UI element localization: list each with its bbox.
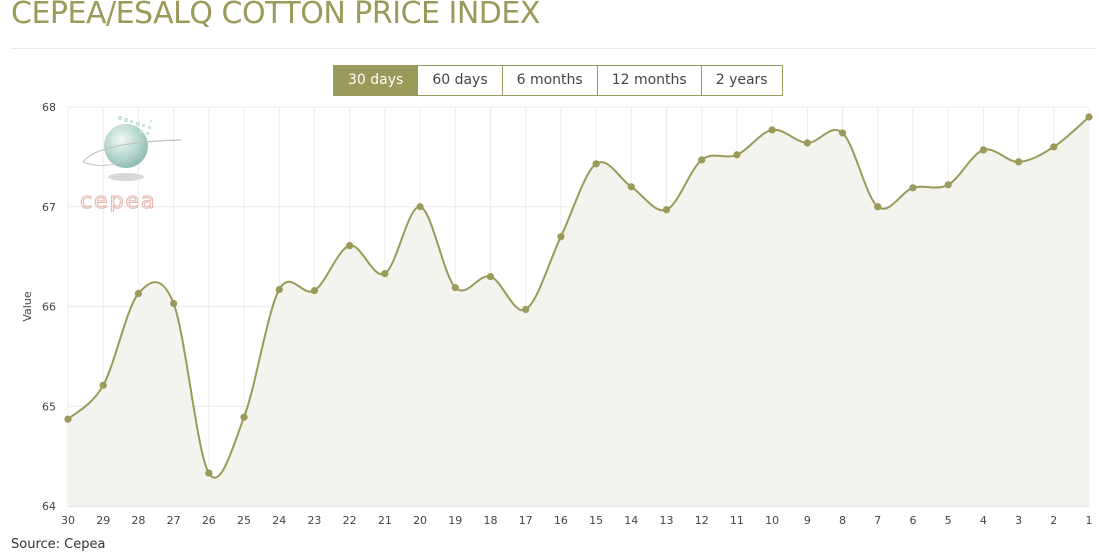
y-tick-label: 67 (42, 201, 56, 214)
x-tick-label: 25 (237, 514, 251, 527)
data-point (1050, 143, 1058, 151)
x-tick-label: 20 (413, 514, 427, 527)
x-tick-label: 30 (61, 514, 75, 527)
data-point (170, 299, 178, 308)
source-note: Source: Cepea (11, 537, 106, 552)
x-tick-label: 11 (730, 514, 744, 527)
data-point (522, 305, 530, 314)
data-point (240, 413, 248, 421)
x-tick-label: 7 (874, 514, 881, 527)
x-tick-label: 16 (554, 514, 568, 527)
x-tick-label: 13 (660, 514, 674, 527)
data-point (346, 242, 354, 250)
y-tick-label: 64 (42, 500, 56, 513)
data-point (205, 469, 213, 477)
data-point (627, 183, 635, 191)
x-tick-label: 28 (131, 514, 145, 527)
x-tick-label: 15 (589, 514, 603, 527)
data-point (1014, 158, 1023, 166)
tab-60-days[interactable]: 60 days (418, 66, 503, 95)
data-point (1085, 113, 1093, 121)
x-tick-label: 5 (945, 514, 952, 527)
x-tick-label: 29 (96, 514, 110, 527)
data-point (99, 381, 107, 389)
data-point (838, 129, 847, 137)
x-tick-label: 14 (624, 514, 638, 527)
tab-12-months[interactable]: 12 months (597, 66, 702, 95)
data-point (275, 285, 283, 294)
x-tick-label: 26 (202, 514, 216, 527)
tab-6-months[interactable]: 6 months (502, 66, 598, 95)
x-tick-label: 18 (483, 514, 497, 527)
data-point (979, 146, 987, 154)
x-tick-label: 24 (272, 514, 286, 527)
data-point (944, 181, 952, 189)
x-tick-label: 21 (378, 514, 392, 527)
data-point (310, 286, 319, 295)
y-tick-label: 68 (42, 101, 56, 114)
range-selector: 30 days 60 days 6 months 12 months 2 yea… (333, 65, 783, 96)
x-tick-label: 3 (1015, 514, 1022, 527)
x-tick-label: 10 (765, 514, 779, 527)
x-tick-label: 2 (1050, 514, 1057, 527)
data-point (698, 156, 706, 164)
x-tick-label: 6 (909, 514, 916, 527)
x-tick-label: 8 (839, 514, 846, 527)
tab-30-days[interactable]: 30 days (334, 66, 419, 95)
data-point (381, 269, 389, 278)
data-point (733, 151, 741, 159)
data-point (134, 289, 143, 298)
data-point (662, 206, 671, 214)
y-tick-label: 65 (42, 400, 56, 413)
logo-wordmark: cepea (80, 189, 157, 212)
x-tick-label: 23 (307, 514, 321, 527)
data-point (64, 415, 72, 423)
page-title: CEPEA/ESALQ COTTON PRICE INDEX (11, 0, 540, 31)
x-tick-label: 4 (980, 514, 987, 527)
data-point (768, 126, 776, 134)
data-point (592, 160, 600, 168)
x-tick-label: 17 (519, 514, 533, 527)
data-point (416, 203, 424, 211)
series-line (67, 116, 1090, 479)
tab-2-years[interactable]: 2 years (701, 66, 782, 95)
x-tick-label: 1 (1086, 514, 1093, 527)
y-tick-label: 66 (42, 301, 56, 314)
series-area (68, 116, 1089, 506)
cepea-logo: cepea (79, 116, 182, 212)
y-axis-label: Value (21, 291, 34, 321)
x-tick-label: 12 (695, 514, 709, 527)
x-tick-label: 9 (804, 514, 811, 527)
x-tick-label: 22 (343, 514, 357, 527)
data-point (803, 139, 811, 147)
data-point (909, 184, 917, 192)
data-point (486, 272, 495, 281)
title-divider (11, 48, 1096, 49)
x-tick-label: 19 (448, 514, 462, 527)
x-tick-label: 27 (167, 514, 181, 527)
data-point (557, 233, 565, 241)
data-point (451, 283, 459, 292)
data-point (874, 203, 882, 211)
